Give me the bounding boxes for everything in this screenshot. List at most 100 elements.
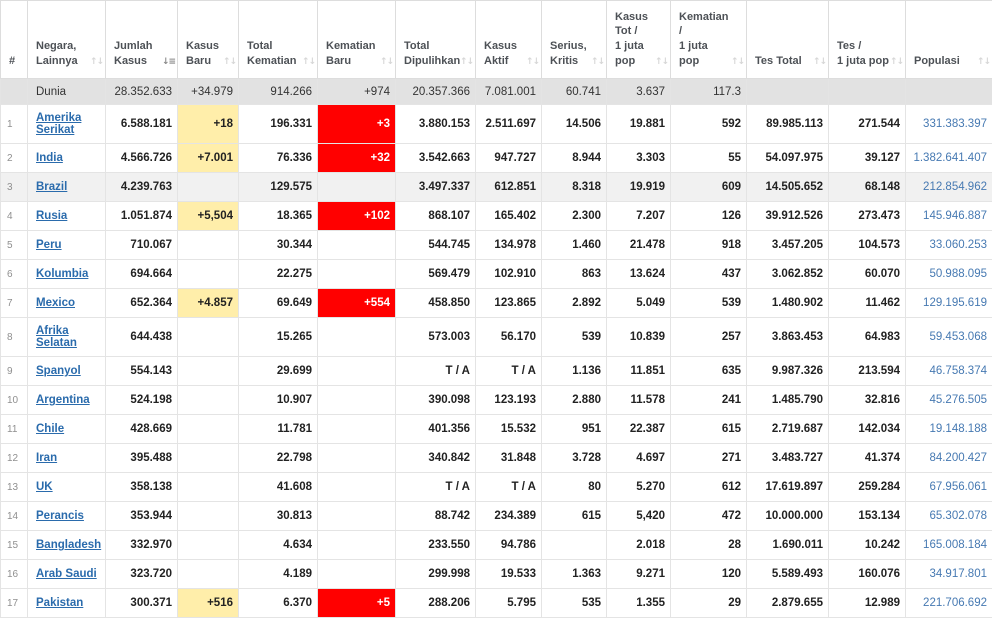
cell-rank: 7 — [0, 288, 28, 318]
cell-serious_critical: 863 — [541, 259, 607, 289]
cell-rank: 13 — [0, 472, 28, 502]
cell-new_cases — [177, 317, 239, 357]
cell-serious_critical: 539 — [541, 317, 607, 357]
cell-serious_critical: 615 — [541, 501, 607, 531]
column-header-active_cases[interactable]: Kasus Aktif ↑↓ — [475, 0, 542, 79]
cell-new_cases — [177, 385, 239, 415]
cell-cases_per_1m: 22.387 — [606, 414, 671, 444]
country-link[interactable]: Arab Saudi — [36, 568, 97, 580]
cell-total_recovered: 233.550 — [395, 530, 476, 560]
cell-total_tests: 1.480.902 — [746, 288, 829, 318]
cell-rank — [0, 78, 28, 105]
column-header-country[interactable]: Negara, Lainnya ↑↓ — [27, 0, 106, 79]
country-link[interactable]: UK — [36, 481, 53, 493]
cell-total_tests: 17.619.897 — [746, 472, 829, 502]
country-link[interactable]: Mexico — [36, 297, 75, 309]
column-header-total_recovered[interactable]: Total Dipulihkan ↑↓ — [395, 0, 476, 79]
country-row: 10 Argentina 524.198 10.907 390.098 123.193 2.… — [0, 385, 992, 415]
sort-icon: ↑↓ — [812, 56, 827, 67]
cell-population: 45.276.505 — [905, 385, 992, 415]
column-header-serious_critical[interactable]: Serius, Kritis ↑↓ — [541, 0, 607, 79]
cell-total_recovered: 3.542.663 — [395, 143, 476, 173]
sort-icon: ↑↓ — [976, 56, 991, 67]
country-link[interactable]: Pakistan — [36, 597, 84, 609]
cell-rank: 6 — [0, 259, 28, 289]
country-row: 8 Afrika Selatan 644.438 15.265 573.003 56.17… — [0, 317, 992, 357]
country-link[interactable]: Bangladesh — [36, 539, 102, 551]
cell-population: 34.917.801 — [905, 559, 992, 589]
cell-new_deaths — [317, 530, 396, 560]
cell-population: 331.383.397 — [905, 104, 992, 144]
country-link[interactable]: India — [36, 152, 63, 164]
cell-total_recovered: 458.850 — [395, 288, 476, 318]
cell-total_recovered: 20.357.366 — [395, 78, 476, 105]
cell-total_cases: 353.944 — [105, 501, 178, 531]
country-link[interactable]: Rusia — [36, 210, 68, 222]
column-header-population[interactable]: Populasi ↑↓ — [905, 0, 992, 79]
country-row: 1 Amerika Serikat 6.588.181 +18 196.331 +3 3.8… — [0, 104, 992, 144]
country-link[interactable]: Kolumbia — [36, 268, 89, 280]
cell-tests_per_1m: 104.573 — [828, 230, 906, 260]
cell-deaths_per_1m: 28 — [670, 530, 747, 560]
cell-serious_critical: 3.728 — [541, 443, 607, 473]
cell-new_cases — [177, 172, 239, 202]
cell-rank: 9 — [0, 356, 28, 386]
cell-rank: 2 — [0, 143, 28, 173]
cell-total_recovered: 3.497.337 — [395, 172, 476, 202]
cell-total_tests: 10.000.000 — [746, 501, 829, 531]
cell-total_cases: 4.239.763 — [105, 172, 178, 202]
column-header-total_cases[interactable]: Jumlah Kasus ↓≡ — [105, 0, 178, 79]
cell-rank: 16 — [0, 559, 28, 589]
cell-country: Brazil — [27, 172, 106, 202]
cell-cases_per_1m: 19.919 — [606, 172, 671, 202]
cell-cases_per_1m: 19.881 — [606, 104, 671, 144]
cell-cases_per_1m: 5.270 — [606, 472, 671, 502]
sort-desc-icon: ↓≡ — [161, 56, 176, 67]
world-row: Dunia 28.352.633 +34.979 914.266 +974 20.357.… — [0, 78, 992, 105]
column-header-new_cases[interactable]: Kasus Baru ↑↓ — [177, 0, 239, 79]
cell-serious_critical: 2.880 — [541, 385, 607, 415]
column-header-total_tests[interactable]: Tes Total ↑↓ — [746, 0, 829, 79]
cell-total_recovered: 544.745 — [395, 230, 476, 260]
country-link[interactable]: Spanyol — [36, 365, 81, 377]
country-link[interactable]: Brazil — [36, 181, 68, 193]
country-row: 11 Chile 428.669 11.781 401.356 15.532 951 22.3… — [0, 414, 992, 444]
cell-total_tests: 2.719.687 — [746, 414, 829, 444]
cell-new_deaths — [317, 317, 396, 357]
country-link[interactable]: Chile — [36, 423, 65, 435]
column-header-cases_per_1m[interactable]: Kasus Tot / 1 juta pop ↑↓ — [606, 0, 671, 79]
cell-total_cases: 710.067 — [105, 230, 178, 260]
cell-rank: 11 — [0, 414, 28, 444]
country-link[interactable]: Iran — [36, 452, 58, 464]
column-header-tests_per_1m[interactable]: Tes / 1 juta pop ↑↓ — [828, 0, 906, 79]
country-link[interactable]: Argentina — [36, 394, 90, 406]
cell-population: 50.988.095 — [905, 259, 992, 289]
cell-rank: 12 — [0, 443, 28, 473]
cell-population: 65.302.078 — [905, 501, 992, 531]
cell-deaths_per_1m: 918 — [670, 230, 747, 260]
column-header-new_deaths[interactable]: Kematian Baru ↑↓ — [317, 0, 396, 79]
cell-cases_per_1m: 1.355 — [606, 588, 671, 618]
sort-icon: ↑↓ — [222, 56, 237, 67]
cell-total_deaths: 914.266 — [238, 78, 318, 105]
column-header-deaths_per_1m[interactable]: Kematian / 1 juta pop ↑↓ — [670, 0, 747, 79]
cell-active_cases: 234.389 — [475, 501, 542, 531]
country-link[interactable]: Perancis — [36, 510, 84, 522]
cell-new_deaths — [317, 559, 396, 589]
country-link[interactable]: Afrika Selatan — [36, 325, 77, 349]
cell-deaths_per_1m: 271 — [670, 443, 747, 473]
column-header-total_deaths[interactable]: Total Kematian ↑↓ — [238, 0, 318, 79]
country-link[interactable]: Amerika Serikat — [36, 112, 82, 136]
table-header: # Negara, Lainnya ↑↓ Jumlah Kasus ↓≡ Kasus Ba… — [0, 0, 992, 79]
cell-total_deaths: 22.798 — [238, 443, 318, 473]
cell-deaths_per_1m: 612 — [670, 472, 747, 502]
country-row: 15 Bangladesh 332.970 4.634 233.550 94.786 2.0… — [0, 530, 992, 560]
cell-serious_critical: 14.506 — [541, 104, 607, 144]
country-link[interactable]: Peru — [36, 239, 62, 251]
cell-tests_per_1m: 32.816 — [828, 385, 906, 415]
cell-total_deaths: 10.907 — [238, 385, 318, 415]
cell-population: 129.195.619 — [905, 288, 992, 318]
cell-new_deaths: +5 — [317, 588, 396, 618]
